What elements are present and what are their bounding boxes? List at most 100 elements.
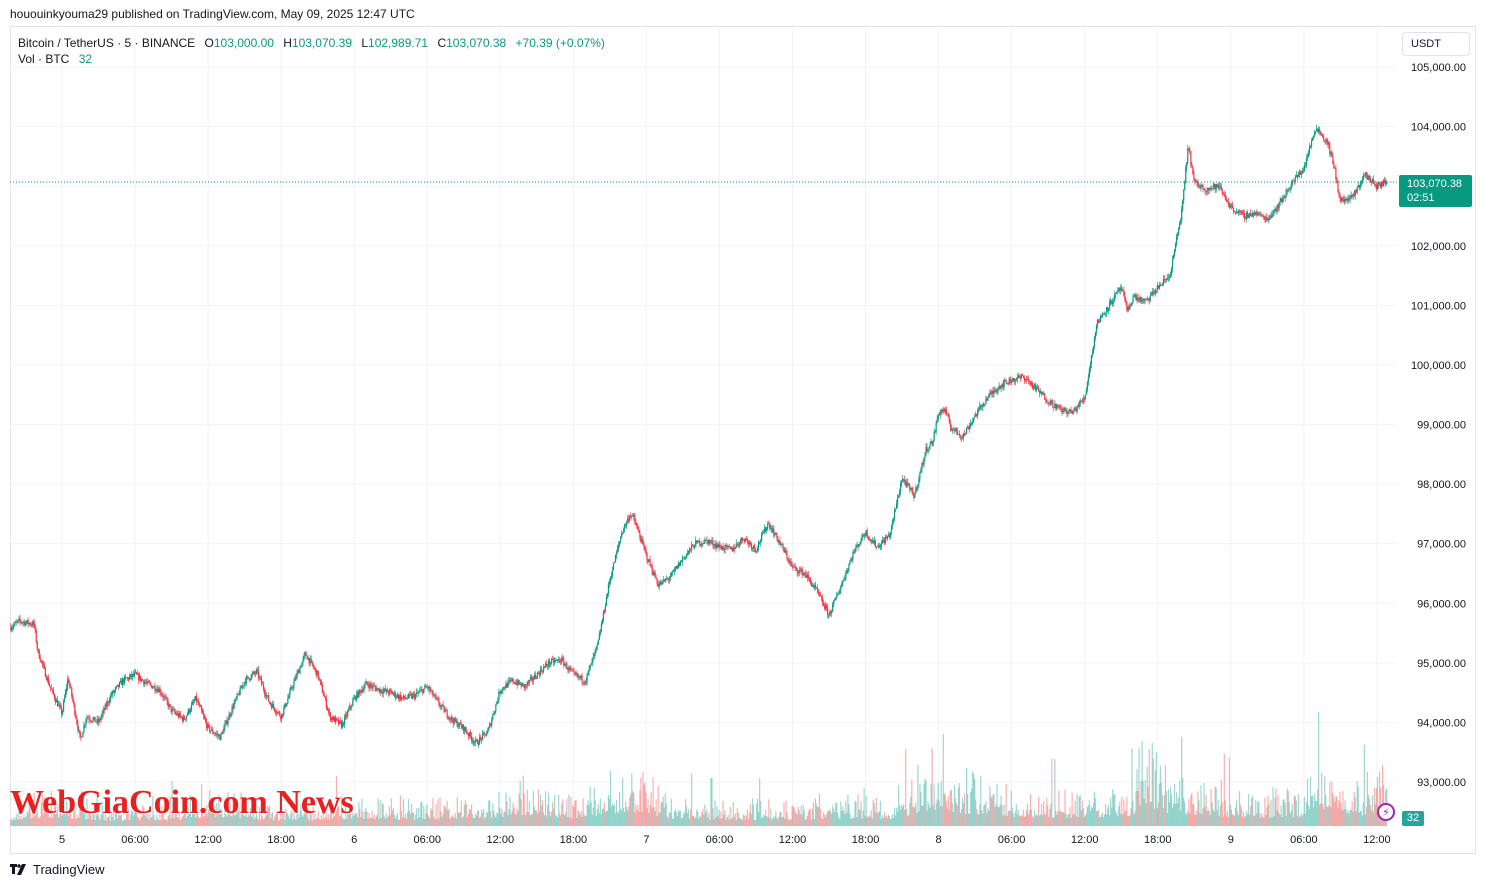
volume-bar bbox=[1375, 788, 1378, 826]
volume-bar bbox=[501, 808, 503, 826]
volume-bar bbox=[219, 809, 221, 826]
candle-body bbox=[1079, 400, 1081, 404]
volume-bar bbox=[608, 798, 611, 826]
candle-body bbox=[908, 483, 910, 487]
candle-body bbox=[1000, 386, 1002, 389]
volume-bar bbox=[40, 802, 42, 826]
candle-body bbox=[215, 734, 217, 735]
volume-bar bbox=[822, 812, 825, 826]
volume-bar bbox=[535, 810, 538, 826]
volume-bar bbox=[1052, 817, 1054, 826]
candle-body bbox=[1067, 411, 1069, 414]
candle-body bbox=[104, 704, 106, 711]
volume-bar bbox=[606, 810, 609, 826]
volume-bar bbox=[139, 820, 141, 826]
volume-bar bbox=[599, 798, 601, 826]
volume-bar bbox=[41, 792, 43, 826]
candle-body bbox=[573, 671, 575, 673]
volume-bar bbox=[372, 818, 374, 826]
candle-body bbox=[69, 682, 71, 686]
candle-body bbox=[611, 570, 614, 576]
volume-bar bbox=[895, 807, 898, 826]
volume-bar bbox=[768, 799, 770, 826]
candle-body bbox=[299, 667, 301, 673]
candle-body bbox=[296, 673, 298, 679]
candle-body bbox=[600, 624, 602, 632]
candle-body bbox=[213, 733, 215, 734]
volume-bar bbox=[1253, 815, 1255, 826]
volume-bar bbox=[455, 818, 457, 826]
candle-body bbox=[561, 657, 563, 663]
volume-bar bbox=[313, 819, 315, 826]
candle-body bbox=[1128, 306, 1130, 309]
volume-bar bbox=[417, 818, 419, 826]
ohlc-row: Bitcoin / TetherUS · 5 · BINANCE O103,00… bbox=[18, 35, 605, 51]
candle-body bbox=[1139, 296, 1141, 300]
volume-bar bbox=[641, 811, 643, 826]
currency-button[interactable]: USDT bbox=[1402, 32, 1470, 56]
volume-bar bbox=[140, 817, 142, 826]
volume-bar bbox=[303, 813, 305, 826]
volume-bar bbox=[30, 818, 32, 826]
candle-body bbox=[852, 552, 854, 560]
candle-body bbox=[1090, 355, 1092, 365]
candle-body bbox=[1084, 394, 1086, 400]
candle-body bbox=[801, 568, 803, 576]
symbol-name[interactable]: Bitcoin / TetherUS · 5 · BINANCE bbox=[18, 36, 196, 50]
volume-bar bbox=[17, 819, 19, 826]
volume-bar bbox=[787, 819, 789, 826]
candle-body bbox=[253, 671, 255, 674]
candle-body bbox=[498, 691, 500, 701]
volume-bar bbox=[1152, 758, 1154, 826]
candle-body bbox=[248, 678, 250, 680]
volume-bar bbox=[1006, 815, 1008, 826]
volume-bar bbox=[1126, 796, 1128, 826]
candle-body bbox=[709, 540, 711, 543]
lightning-icon[interactable]: ⚡ bbox=[1377, 803, 1395, 821]
volume-bar bbox=[1231, 814, 1234, 826]
volume-bar bbox=[342, 817, 344, 826]
candle-body bbox=[1170, 268, 1173, 276]
volume-bar bbox=[798, 810, 800, 826]
candle-body bbox=[460, 724, 462, 728]
volume-bar bbox=[944, 795, 946, 826]
volume-bar bbox=[27, 813, 29, 826]
candle-body bbox=[1042, 392, 1044, 395]
candle-body bbox=[1317, 128, 1319, 132]
candle-body bbox=[49, 686, 52, 689]
volume-bar bbox=[203, 816, 205, 826]
volume-bar bbox=[453, 817, 455, 826]
candle-body bbox=[1246, 212, 1248, 219]
tradingview-branding[interactable]: TradingView bbox=[10, 862, 105, 877]
candle-body bbox=[459, 722, 461, 725]
y-tick-label: 94,000.00 bbox=[1417, 717, 1466, 729]
candle-body bbox=[1125, 300, 1127, 303]
candle-body bbox=[712, 540, 714, 546]
candle-body bbox=[365, 681, 367, 685]
candle-body bbox=[668, 578, 670, 580]
candle-body bbox=[1334, 167, 1336, 169]
candle-body bbox=[120, 680, 123, 685]
volume-bar bbox=[10, 818, 12, 826]
volume-bar bbox=[727, 814, 729, 826]
candle-body bbox=[800, 568, 802, 571]
volume-bar bbox=[1202, 808, 1204, 826]
volume-label[interactable]: Vol · BTC bbox=[18, 52, 70, 66]
candle-body bbox=[594, 649, 596, 654]
candle-body bbox=[394, 692, 396, 698]
volume-bar bbox=[114, 812, 116, 826]
candle-body bbox=[412, 694, 414, 699]
candle-body bbox=[1204, 188, 1206, 192]
candle-body bbox=[1238, 210, 1241, 212]
candle-body bbox=[599, 631, 601, 634]
volume-bar bbox=[100, 815, 102, 826]
volume-bar bbox=[1134, 811, 1136, 826]
candle-body bbox=[426, 686, 428, 688]
volume-bar bbox=[412, 812, 414, 826]
candle-body bbox=[918, 478, 920, 485]
candle-body bbox=[956, 430, 959, 435]
volume-bar bbox=[1123, 799, 1125, 826]
candle-body bbox=[1091, 352, 1094, 356]
candle-body bbox=[648, 559, 650, 562]
